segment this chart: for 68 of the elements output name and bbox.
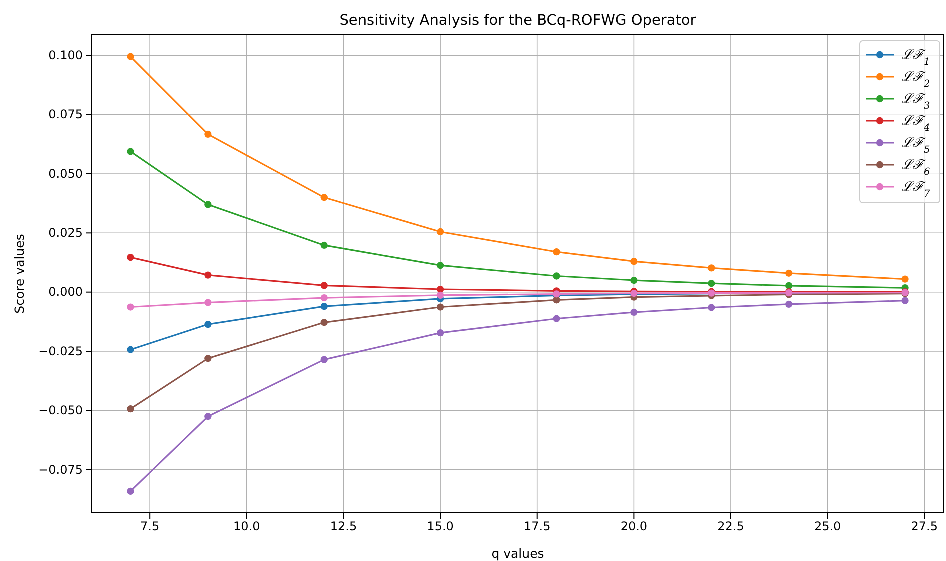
point [204, 413, 212, 420]
legend-label: ℒℱ$_{3}$ [902, 92, 930, 112]
point [127, 406, 134, 413]
point [127, 148, 134, 156]
y-tick-label: 0.025 [48, 226, 83, 240]
point [553, 272, 560, 280]
point [127, 304, 134, 311]
point [204, 201, 212, 208]
x-tick-label: 15.0 [427, 520, 454, 534]
point [127, 53, 134, 60]
legend-label: ℒℱ$_{5}$ [902, 136, 930, 156]
legend-label: ℒℱ$_{1}$ [902, 48, 930, 68]
point [204, 355, 212, 362]
x-tick-label: 22.5 [718, 520, 744, 534]
point [320, 302, 328, 310]
point [204, 299, 212, 306]
legend-label: ℒℱ$_{2}$ [902, 70, 930, 90]
y-tick-label: −0.025 [38, 344, 83, 358]
x-tick-label: 27.5 [911, 520, 938, 534]
point [436, 228, 444, 236]
point [320, 319, 328, 326]
x-tick-label: 25.0 [814, 520, 842, 534]
y-tick-label: 0.075 [48, 108, 83, 122]
x-tick-label: 10.0 [234, 520, 260, 534]
y-axis-title: Score values [12, 234, 27, 314]
legend-label: ℒℱ$_{7}$ [902, 180, 931, 200]
x-tick-label: 7.5 [140, 520, 160, 534]
point [786, 282, 793, 290]
point [630, 258, 638, 266]
legend-label: ℒℱ$_{4}$ [902, 114, 930, 134]
point [127, 346, 134, 354]
x-tick-label: 20.0 [620, 520, 648, 534]
point [786, 270, 793, 277]
point [436, 304, 444, 311]
point [204, 320, 212, 328]
point [786, 300, 793, 308]
point [708, 280, 716, 288]
point [902, 297, 909, 304]
legend-label: ℒℱ$_{6}$ [902, 158, 930, 178]
point [127, 488, 134, 496]
point [708, 264, 716, 272]
point [436, 262, 444, 270]
point [553, 248, 560, 256]
point [320, 194, 328, 202]
y-tick-label: −0.050 [38, 404, 83, 418]
chart-title: Sensitivity Analysis for the BCq-ROFWG Operator [340, 13, 696, 29]
point [204, 130, 212, 138]
y-tick-label: −0.075 [38, 462, 83, 477]
point [630, 308, 638, 316]
y-tick-label: 0.000 [48, 285, 83, 300]
point [320, 356, 328, 364]
point [708, 304, 716, 312]
point [320, 242, 328, 250]
point [204, 272, 212, 279]
point [320, 294, 328, 302]
point [902, 276, 909, 283]
point [553, 315, 560, 322]
y-tick-label: 0.050 [48, 166, 83, 181]
point [436, 286, 444, 294]
point [436, 292, 444, 299]
point [127, 254, 134, 262]
point [630, 276, 638, 284]
x-tick-label: 12.5 [330, 520, 358, 534]
x-axis-title: q values [492, 546, 544, 561]
point [320, 282, 328, 290]
point [436, 330, 444, 337]
x-tick-label: 17.5 [524, 520, 551, 534]
y-tick-label: 0.100 [48, 48, 83, 62]
